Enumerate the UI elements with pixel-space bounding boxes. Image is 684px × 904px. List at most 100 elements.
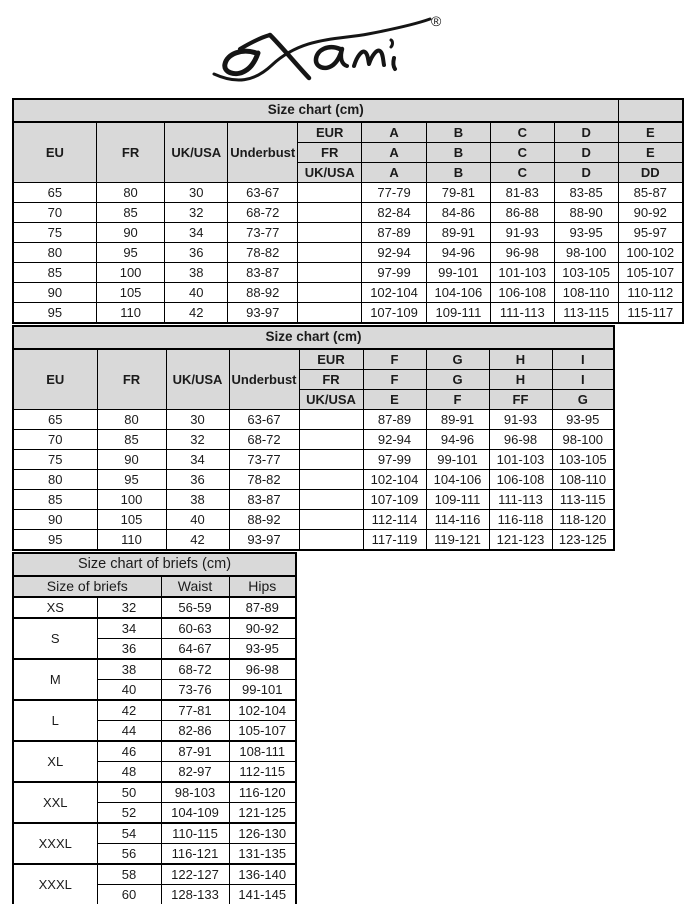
cup-letter: E <box>362 389 427 410</box>
size-value: 87-91 <box>160 740 230 762</box>
briefs-size-label: XS <box>12 596 98 619</box>
size-value: 80 <box>12 242 97 263</box>
cup-letter: G <box>425 348 490 370</box>
size-value: 60 <box>96 884 162 904</box>
bra-size-table-1: Size chart (cm) EU FR UK/USA Underbust EUR A B C… <box>12 98 684 324</box>
cup-letter: F <box>425 389 490 410</box>
size-value: 96-98 <box>489 242 555 263</box>
table-title-row: Size chart (cm) <box>12 98 684 123</box>
cup-letter: C <box>489 162 555 183</box>
size-value: 75 <box>12 449 98 470</box>
size-value: 68-72 <box>160 658 230 680</box>
cup-region-label: UK/USA <box>298 389 364 410</box>
briefs-size-label: L <box>12 699 98 742</box>
size-value: 82-84 <box>361 202 427 223</box>
size-value: 92-94 <box>361 242 427 263</box>
size-value: 85-87 <box>617 182 684 203</box>
briefs-size-row: XL 46 87-91 108-111 <box>12 740 297 783</box>
size-value: 116-120 <box>228 781 297 803</box>
size-value: 110-115 <box>160 822 230 844</box>
size-value: 122-127 <box>160 863 230 885</box>
column-header-eu: EU <box>12 348 98 410</box>
size-value: 119-121 <box>425 529 490 551</box>
size-value: 102-104 <box>362 469 427 490</box>
cup-letter: E <box>617 121 684 143</box>
cup-letter: F <box>362 369 427 390</box>
cup-letter: C <box>489 121 555 143</box>
table-title-row: Size chart (cm) <box>12 325 615 350</box>
size-value: 91-93 <box>488 409 553 430</box>
cup-letter: A <box>361 142 427 163</box>
cup-letter: G <box>551 389 615 410</box>
briefs-size-label: XXL <box>12 781 98 824</box>
size-value: 90-92 <box>617 202 684 223</box>
size-value: 58 <box>96 863 162 885</box>
table-title: Size chart (cm) <box>12 98 619 123</box>
size-value: 104-106 <box>425 469 490 490</box>
cup-letter: F <box>362 348 427 370</box>
cup-letter: B <box>425 121 491 143</box>
size-value: 110 <box>95 302 166 324</box>
size-value: 95 <box>12 529 98 551</box>
size-value: 109-111 <box>425 302 491 324</box>
size-value: 108-111 <box>228 740 297 762</box>
cup-letter: B <box>425 162 491 183</box>
size-value: 91-93 <box>489 222 555 243</box>
cup-letter: D <box>553 142 619 163</box>
cup-region-label: EUR <box>298 348 364 370</box>
briefs-size-row: XS 32 56-59 87-89 <box>12 596 297 619</box>
column-header-fr: FR <box>96 348 167 410</box>
table-title-row: Size chart of briefs (cm) <box>12 552 297 577</box>
size-value: 98-100 <box>551 429 615 450</box>
size-value: 118-120 <box>551 509 615 530</box>
size-value: 94-96 <box>425 242 491 263</box>
column-header-uk-usa: UK/USA <box>165 348 230 410</box>
cup-letter: A <box>361 121 427 143</box>
briefs-size-label: S <box>12 617 98 660</box>
briefs-size-label: XXXL <box>12 863 98 904</box>
size-value: 128-133 <box>160 884 230 904</box>
cup-letter: D <box>553 162 619 183</box>
size-value: 36 <box>165 469 230 490</box>
size-value: 56-59 <box>160 596 230 619</box>
cup-letter: C <box>489 142 555 163</box>
cup-header-row: FR A B C D E <box>13 142 684 163</box>
brand-logo: ® <box>0 0 684 98</box>
column-header-size-of-briefs: Size of briefs <box>12 575 162 598</box>
size-value: 93-95 <box>228 638 297 660</box>
size-value: 82-97 <box>160 761 230 783</box>
column-header-hips: Hips <box>228 575 297 598</box>
size-value: 126-130 <box>228 822 297 844</box>
size-value: 32 <box>165 429 230 450</box>
cup-letter: H <box>488 348 553 370</box>
cup-letter: A <box>361 162 427 183</box>
empty-corner-cell <box>617 98 684 123</box>
column-header-eu: EU <box>12 121 97 183</box>
cup-letter: B <box>425 142 491 163</box>
size-value: 87-89 <box>361 222 427 243</box>
size-value: 85 <box>12 262 97 283</box>
size-value: 98-103 <box>160 781 230 803</box>
size-value: 107-109 <box>362 489 427 510</box>
briefs-size-row: 44 82-86 105-107 <box>13 720 297 742</box>
size-value: 63-67 <box>228 409 300 430</box>
cup-region-label: FR <box>298 369 364 390</box>
size-value: 121-123 <box>488 529 553 551</box>
size-value: 104-109 <box>160 802 230 824</box>
size-value: 107-109 <box>361 302 427 324</box>
size-value: 70 <box>12 429 98 450</box>
size-row: 80 95 36 78-82 102-104 104-106 106-108 108-110 <box>12 469 615 490</box>
column-header-underbust: Underbust <box>227 121 299 183</box>
size-value: 44 <box>96 720 162 742</box>
size-row: 90 105 40 88-92 112-114 114-116 116-118 118-120 <box>12 509 615 530</box>
size-value: 105-107 <box>228 720 297 742</box>
size-row: 70 85 32 68-72 92-94 94-96 96-98 98-100 <box>12 429 615 450</box>
size-row: 75 90 34 73-77 87-89 89-91 91-93 93-95 95-97 <box>12 222 684 243</box>
size-value: 68-72 <box>227 202 299 223</box>
cup-header-row: EU FR UK/USA Underbust EUR F G H I <box>12 348 615 410</box>
size-value: 80 <box>95 182 166 203</box>
table-title: Size chart of briefs (cm) <box>12 552 297 577</box>
cup-letter: DD <box>617 162 684 183</box>
size-value: 75 <box>12 222 97 243</box>
